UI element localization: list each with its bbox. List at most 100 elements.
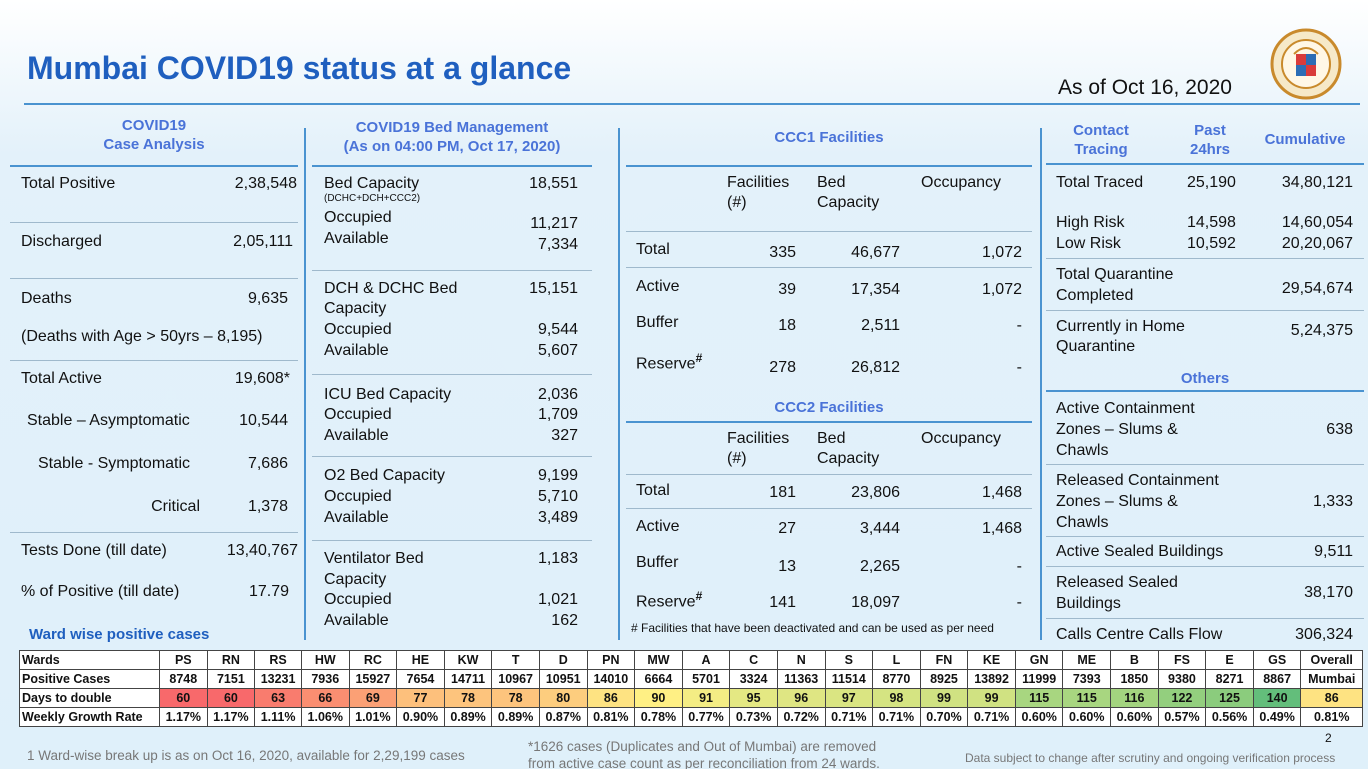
ward-code: FN: [919, 650, 969, 670]
days-to-double-cell: 140: [1252, 688, 1302, 708]
released-sealed-value: 38,170: [1304, 584, 1353, 601]
calls-centre-label: Calls Centre Calls Flow: [1056, 626, 1223, 643]
icu-occupied-label: Occupied: [324, 406, 392, 423]
positive-cases-cell: 8748: [159, 669, 208, 689]
bed-capacity-sub: (DCHC+DCH+CCC2): [324, 193, 421, 204]
days-to-double-cell: 86: [586, 688, 636, 708]
ccc2-total-label: Total: [636, 482, 670, 499]
ccc1-buffer-label: Buffer: [636, 314, 679, 331]
ventilator-available-value: 162: [551, 612, 578, 629]
o2-available-label: Available: [324, 509, 389, 526]
row-label: Days to double: [19, 688, 160, 708]
ccc1-buffer-beds: 2,511: [861, 317, 900, 334]
footnote-reconciliation: *1626 cases (Duplicates and Out of Mumba…: [528, 739, 880, 769]
ward-code: L: [872, 650, 921, 670]
days-to-double-cell: 91: [681, 688, 731, 708]
icu-label: ICU Bed Capacity: [324, 386, 452, 403]
tests-done-label: Tests Done (till date): [21, 542, 167, 559]
positive-cases-cell: 7654: [396, 669, 445, 689]
active-sealed-label: Active Sealed Buildings: [1056, 543, 1224, 560]
ward-code: B: [1110, 650, 1159, 670]
past-24hrs-header: Past 24hrs: [1189, 122, 1231, 158]
weekly-growth-cell: 0.60%: [1014, 707, 1064, 727]
weekly-growth-cell: 0.87%: [538, 707, 588, 727]
days-to-double-cell: 97: [824, 688, 874, 708]
ccc1-total-facilities: 335: [769, 244, 796, 261]
weekly-growth-cell: 1.06%: [300, 707, 350, 727]
high-risk-cumulative: 14,60,054: [1281, 214, 1353, 231]
positive-cases-cell: 8867: [1252, 669, 1302, 689]
ccc1-active-occupancy: 1,072: [981, 281, 1022, 298]
positive-cases-cell: 15927: [348, 669, 398, 689]
dch-available-label: Available: [324, 342, 389, 359]
stable-symptomatic-value: 7,686: [247, 455, 288, 472]
column-divider: [618, 128, 620, 640]
ccc2-active-beds: 3,444: [859, 520, 900, 537]
high-risk-label: High Risk: [1056, 214, 1125, 231]
days-to-double-cell: 78: [443, 688, 493, 708]
days-to-double-cell: 80: [538, 688, 588, 708]
weekly-growth-row: Weekly Growth Rate 1.17% 1.17% 1.11% 1.06% 1.…: [19, 707, 1363, 727]
days-to-double-cell: 95: [729, 688, 778, 708]
positive-cases-cell: 11514: [824, 669, 874, 689]
weekly-growth-cell: 0.77%: [681, 707, 731, 727]
days-to-double-cell: 78: [491, 688, 540, 708]
total-traced-cumulative: 34,80,121: [1281, 174, 1353, 191]
weekly-growth-cell: 0.72%: [776, 707, 826, 727]
weekly-growth-cell: 0.81%: [586, 707, 636, 727]
ccc2-reserve-beds: 18,097: [851, 594, 900, 611]
ward-wise-table: Wards PS RN RS HW RC HE KW T D PN MW A C N S L FN KE GN ME B F…: [19, 650, 1363, 727]
days-to-double-cell: 122: [1157, 688, 1207, 708]
weekly-growth-cell: 1.17%: [206, 707, 256, 727]
ccc2-total-beds: 23,806: [851, 484, 900, 501]
days-to-double-cell: 60: [159, 688, 208, 708]
weekly-growth-cell: 0.60%: [1110, 707, 1159, 727]
weekly-growth-cell: 0.73%: [729, 707, 778, 727]
positive-cases-cell: 6664: [634, 669, 683, 689]
ccc2-col-facilities-2: (#): [727, 450, 747, 467]
ccc2-buffer-occupancy: -: [1016, 558, 1022, 575]
positive-cases-cell: 5701: [681, 669, 731, 689]
positive-cases-cell: 13231: [254, 669, 302, 689]
total-quarantine-label: Total Quarantine: [1056, 266, 1174, 283]
case-analysis-header: COVID19 Case Analysis: [103, 117, 205, 153]
page-title: Mumbai COVID19 status at a glance: [27, 50, 572, 86]
ccc1-col-facilities-2: (#): [727, 194, 747, 211]
ventilator-occupied-label: Occupied: [324, 591, 392, 608]
footnote-disclaimer: Data subject to change after scrutiny an…: [965, 751, 1336, 765]
ward-code: N: [776, 650, 826, 670]
total-traced-label: Total Traced: [1056, 174, 1144, 191]
days-to-double-cell: 99: [967, 688, 1016, 708]
weekly-growth-cell: 1.17%: [159, 707, 208, 727]
footnote-ward-breakup: 1 Ward-wise break up is as on Oct 16, 20…: [27, 748, 465, 763]
ward-table-title: Ward wise positive cases: [29, 626, 210, 643]
weekly-growth-cell: 0.60%: [1062, 707, 1112, 727]
days-to-double-cell: 69: [348, 688, 398, 708]
days-to-double-cell: 66: [300, 688, 350, 708]
days-to-double-cell: 60: [206, 688, 256, 708]
ward-code: RC: [348, 650, 398, 670]
pct-positive-value: 17.79: [248, 583, 289, 600]
total-active-label: Total Active: [21, 370, 102, 387]
days-to-double-cell: 63: [254, 688, 302, 708]
ccc1-reserve-facilities: 278: [769, 359, 796, 376]
ccc1-col-occupancy: Occupancy: [921, 174, 1002, 191]
released-containment-value: 1,333: [1312, 493, 1353, 510]
calls-centre-value: 306,324: [1295, 626, 1353, 643]
o2-available-value: 3,489: [537, 509, 578, 526]
ward-code: T: [491, 650, 540, 670]
others-header: Others: [1180, 370, 1230, 387]
ccc2-col-bed: Bed: [817, 430, 846, 447]
weekly-growth-cell: 0.89%: [491, 707, 540, 727]
overall-days-to-double: 86: [1300, 688, 1363, 708]
weekly-growth-cell: 0.56%: [1205, 707, 1254, 727]
positive-cases-cell: 8271: [1205, 669, 1254, 689]
page-number: 2: [1325, 731, 1332, 745]
ward-code: PN: [586, 650, 636, 670]
ccc1-active-label: Active: [636, 278, 680, 295]
weekly-growth-cell: 1.11%: [254, 707, 302, 727]
ward-code: D: [538, 650, 588, 670]
active-containment-label-3: Chawls: [1056, 442, 1109, 459]
ward-code: KW: [443, 650, 493, 670]
ward-code: GN: [1014, 650, 1064, 670]
